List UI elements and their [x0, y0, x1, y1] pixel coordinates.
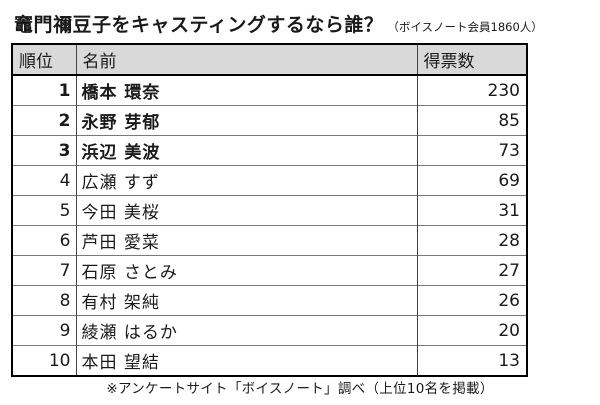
- votes-cell: 73: [498, 140, 520, 161]
- table-row: 4 広瀬 すず 69: [12, 165, 527, 196]
- votes-cell: 85: [498, 110, 520, 131]
- table-row: 5 今田 美桜 31: [12, 195, 527, 226]
- table-header-row: 順位 名前 得票数: [12, 44, 527, 76]
- rank-cell: 1: [12, 75, 77, 106]
- rank-cell: 2: [12, 105, 77, 136]
- page-title: 竈門禰豆子をキャスティングするなら誰？: [14, 14, 384, 36]
- votes-cell: 20: [498, 320, 520, 341]
- name-cell: 芦田 愛菜: [76, 225, 418, 256]
- table-row: 8 有村 架純 26: [12, 285, 527, 316]
- rank-cell: 4: [12, 165, 77, 196]
- name-cell: 石原 さとみ: [76, 255, 418, 286]
- table-row: 1 橋本 環奈 230: [12, 75, 527, 106]
- rank-cell: 3: [12, 135, 77, 166]
- rank-cell: 8: [12, 285, 77, 316]
- rank-cell: 7: [12, 255, 77, 286]
- name-cell: 綾瀬 はるか: [76, 315, 418, 346]
- table-row: 7 石原 さとみ 27: [12, 255, 527, 286]
- votes-cell: 69: [498, 170, 520, 191]
- votes-cell: 13: [498, 350, 520, 371]
- column-header-rank: 順位: [12, 44, 77, 76]
- column-header-name: 名前: [76, 44, 418, 76]
- table-row: 6 芦田 愛菜 28: [12, 225, 527, 256]
- column-header-votes: 得票数: [417, 44, 527, 76]
- name-cell: 浜辺 美波: [76, 135, 418, 166]
- rank-cell: 10: [12, 345, 77, 376]
- table-row: 9 綾瀬 はるか 20: [12, 315, 527, 346]
- votes-cell: 28: [498, 230, 520, 251]
- rank-cell: 9: [12, 315, 77, 346]
- header: 竈門禰豆子をキャスティングするなら誰？ （ボイスノート会員1860人）: [14, 10, 594, 40]
- name-cell: 橋本 環奈: [76, 75, 418, 106]
- name-cell: 永野 芽郁: [76, 105, 418, 136]
- table-row: 2 永野 芽郁 85: [12, 105, 527, 136]
- name-cell: 有村 架純: [76, 285, 418, 316]
- name-cell: 今田 美桜: [76, 195, 418, 226]
- votes-cell: 27: [498, 260, 520, 281]
- votes-cell: 31: [498, 200, 520, 221]
- votes-cell: 26: [498, 290, 520, 311]
- table-row: 3 浜辺 美波 73: [12, 135, 527, 166]
- name-cell: 本田 望結: [76, 345, 418, 376]
- page-subtitle: （ボイスノート会員1860人）: [387, 20, 543, 34]
- ranking-table: 順位 名前 得票数 1 橋本 環奈 230 2 永野 芽郁 85 3 浜辺 美波…: [11, 43, 528, 377]
- name-cell: 広瀬 すず: [76, 165, 418, 196]
- rank-cell: 6: [12, 225, 77, 256]
- rank-cell: 5: [12, 195, 77, 226]
- votes-cell: 230: [487, 80, 520, 101]
- source-note: ※アンケートサイト「ボイスノート」調べ（上位10名を掲載）: [106, 381, 494, 397]
- table-row: 10 本田 望結 13: [12, 345, 527, 376]
